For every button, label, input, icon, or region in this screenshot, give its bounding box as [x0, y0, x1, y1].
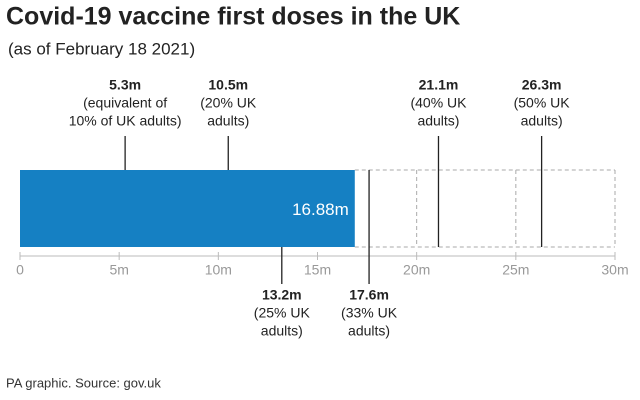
- chart-subtitle: (as of February 18 2021): [8, 39, 195, 58]
- source: PA graphic. Source: gov.uk: [6, 375, 161, 390]
- annotation-note: (33% UK: [341, 305, 398, 321]
- annotation-label: 13.2m: [262, 287, 302, 303]
- annotation-note: 10% of UK adults): [69, 113, 182, 129]
- value-label: 16.88m: [292, 200, 349, 219]
- annotation-label: 17.6m: [349, 287, 389, 303]
- annotation-note: (50% UK: [514, 95, 571, 111]
- annotation-note: adults): [207, 113, 249, 129]
- annotation-note: adults): [417, 113, 459, 129]
- annotation-note: (40% UK: [410, 95, 467, 111]
- x-tick-label: 30m: [601, 262, 628, 278]
- x-tick-label: 25m: [502, 262, 529, 278]
- annotation-note: (20% UK: [200, 95, 257, 111]
- annotation-label: 26.3m: [522, 77, 562, 93]
- bar: [20, 170, 355, 247]
- x-tick-label: 0: [16, 262, 24, 278]
- x-tick-label: 10m: [205, 262, 232, 278]
- annotation-label: 5.3m: [109, 77, 141, 93]
- annotation-note: adults): [261, 323, 303, 339]
- annotation-note: (25% UK: [254, 305, 311, 321]
- x-tick-label: 5m: [109, 262, 128, 278]
- x-tick-label: 15m: [304, 262, 331, 278]
- annotation-note: (equivalent of: [83, 95, 167, 111]
- annotation-label: 10.5m: [208, 77, 248, 93]
- annotation-label: 21.1m: [419, 77, 459, 93]
- annotation-note: adults): [521, 113, 563, 129]
- x-tick-label: 20m: [403, 262, 430, 278]
- annotation-note: adults): [348, 323, 390, 339]
- chart-title: Covid-19 vaccine first doses in the UK: [6, 3, 460, 31]
